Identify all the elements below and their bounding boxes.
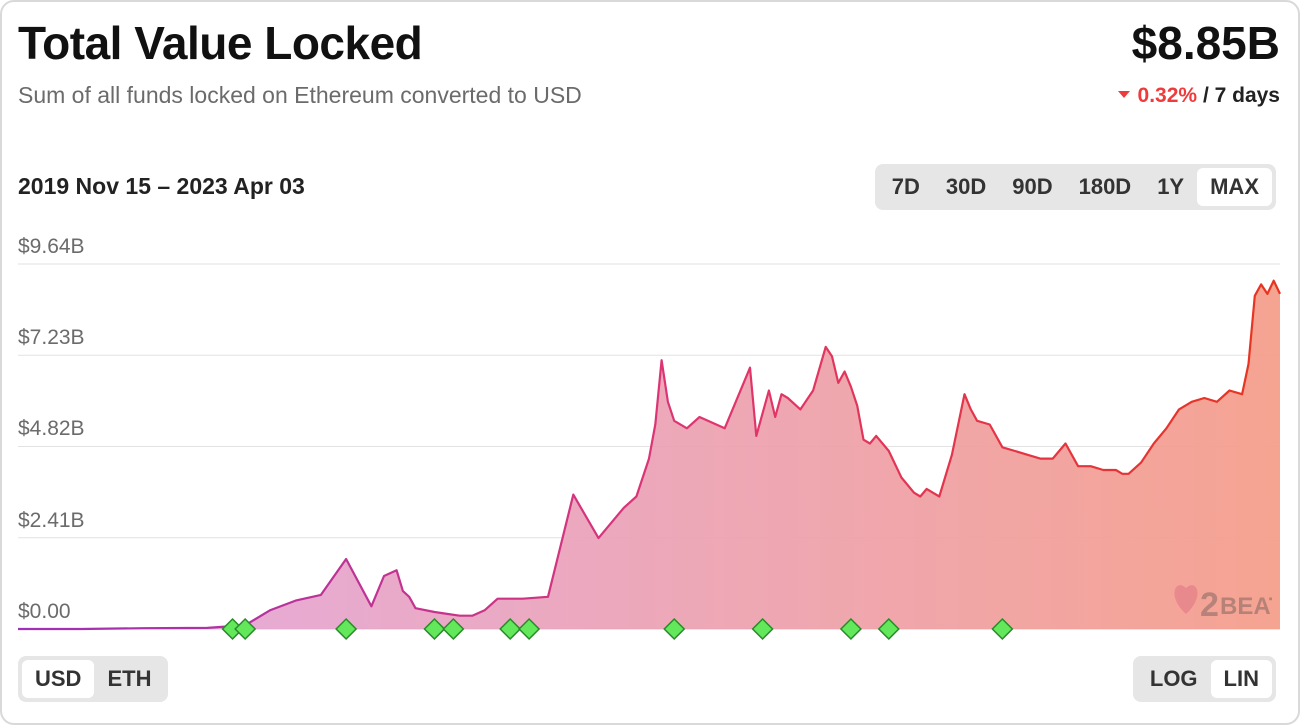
date-range-label: 2019 Nov 15 – 2023 Apr 03 <box>18 173 305 199</box>
currency-option[interactable]: ETH <box>107 666 152 691</box>
event-marker[interactable] <box>442 617 465 641</box>
period-option[interactable]: 90D <box>1012 174 1053 199</box>
currency-option[interactable]: USD <box>22 660 95 698</box>
logo-number: 2 <box>1200 586 1219 624</box>
scale-option[interactable]: LIN <box>1210 660 1272 698</box>
tvl-value: $8.85B <box>1131 17 1280 69</box>
event-marker[interactable] <box>663 617 686 641</box>
period-option[interactable]: 180D <box>1078 174 1132 199</box>
currency-selector: USD ETH <box>18 656 169 702</box>
event-marker[interactable] <box>335 617 358 641</box>
event-marker[interactable] <box>839 617 862 641</box>
page-subtitle: Sum of all funds locked on Ethereum conv… <box>18 82 582 108</box>
change-percent: 0.32% <box>1137 84 1198 107</box>
heart-icon <box>1174 585 1198 614</box>
period-option[interactable]: 7D <box>891 174 920 199</box>
tvl-area <box>18 280 1280 629</box>
period-selector: 7D 30D 90D 180D 1Y MAX <box>874 164 1276 210</box>
y-tick-label: $4.82B <box>18 417 85 440</box>
change-period: / 7 days <box>1202 84 1280 107</box>
scale-selector: LOG LIN <box>1132 656 1276 702</box>
period-option[interactable]: 30D <box>945 174 987 199</box>
event-marker[interactable] <box>518 617 541 641</box>
logo-text: BEAT <box>1220 593 1272 620</box>
y-tick-label: $2.41B <box>18 509 85 532</box>
page-title: Total Value Locked <box>18 17 423 69</box>
tvl-change: 0.32% / 7 days <box>1117 84 1280 108</box>
event-marker[interactable] <box>877 617 900 641</box>
y-tick-label: $0.00 <box>18 600 71 623</box>
event-marker[interactable] <box>991 617 1014 641</box>
event-marker[interactable] <box>499 617 522 641</box>
l2beat-logo: 2 BEAT <box>1172 580 1284 629</box>
scale-option[interactable]: LOG <box>1149 666 1198 691</box>
period-option[interactable]: 1Y <box>1157 174 1185 199</box>
event-marker[interactable] <box>234 617 257 641</box>
y-tick-label: $9.64B <box>18 235 85 258</box>
y-tick-label: $7.23B <box>18 326 85 349</box>
down-triangle-icon <box>1117 90 1130 98</box>
tvl-line <box>18 279 1281 631</box>
period-option[interactable]: MAX <box>1197 168 1272 206</box>
event-marker[interactable] <box>751 617 774 641</box>
event-marker[interactable] <box>423 617 446 641</box>
